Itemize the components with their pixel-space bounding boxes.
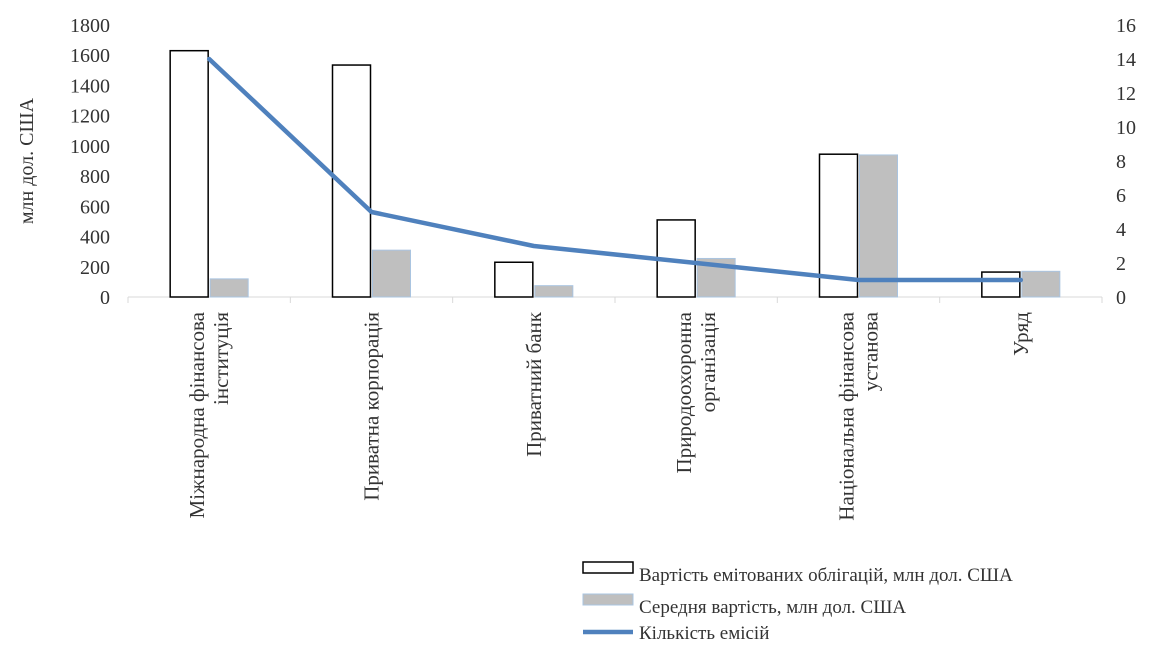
legend: Вартість емітованих облігацій, млн дол. … [582, 561, 1013, 644]
category-labels: Міжнародна фінансова інституція Приватна к… [185, 311, 1033, 520]
left-tick-label: 0 [100, 287, 110, 309]
category-label-line: Національна фінансова [835, 311, 859, 520]
left-tick-label: 1200 [70, 106, 110, 128]
axes [127, 296, 1103, 303]
bar-issued-value [981, 271, 1021, 298]
category-label: Міжнародна фінансова інституція [185, 311, 233, 518]
legend-label-average-value: Середня вартість, млн дол. США [639, 597, 906, 618]
legend-label-issue-count: Кількість емісій [639, 623, 769, 644]
bar-issued-value [818, 153, 859, 298]
bar-issued-value [494, 261, 534, 298]
bar-average-value [534, 285, 574, 298]
left-tick-label: 400 [80, 227, 110, 249]
right-tick-label: 6 [1116, 185, 1126, 207]
bars [169, 49, 1061, 298]
category-label: Національна фінансова установа [835, 311, 883, 520]
bar-average-value [209, 278, 249, 298]
bar-average-value [859, 154, 898, 298]
legend-label-issued-value: Вартість емітованих облігацій, млн дол. … [639, 565, 1013, 586]
right-tick-label: 16 [1116, 15, 1136, 37]
left-tick-label: 600 [80, 196, 110, 218]
tick-labels: 0 200 400 600 800 1000 1200 1400 1600 1800 0 2 4 6 8 10… [70, 15, 1136, 309]
right-tick-label: 4 [1116, 219, 1126, 241]
legend-item-average-value: Середня вартість, млн дол. США [582, 593, 906, 618]
right-tick-label: 2 [1116, 253, 1126, 275]
right-tick-label: 14 [1116, 49, 1136, 71]
right-tick-label: 8 [1116, 151, 1126, 173]
left-tick-label: 1800 [70, 15, 110, 37]
legend-item-issued-value: Вартість емітованих облігацій, млн дол. … [582, 561, 1013, 586]
legend-swatch-average-value [582, 593, 634, 606]
left-tick-label: 800 [80, 166, 110, 188]
legend-swatch-issued-value [582, 561, 634, 574]
category-label-line: Уряд [1009, 312, 1033, 356]
legend-item-issue-count: Кількість емісій [583, 623, 769, 644]
category-label-line: інституція [209, 312, 233, 405]
category-label: Приватна корпорація [360, 312, 384, 501]
bar-average-value [372, 249, 411, 298]
bar-issued-value [169, 49, 209, 298]
category-label: Уряд [1009, 312, 1033, 356]
category-label-line: Природоохоронна [672, 311, 696, 473]
left-tick-label: 200 [80, 257, 110, 279]
right-tick-label: 10 [1116, 117, 1136, 139]
left-tick-label: 1000 [70, 136, 110, 158]
category-label-line: Приватна корпорація [360, 312, 384, 501]
right-tick-label: 12 [1116, 83, 1136, 105]
category-label-line: Міжнародна фінансова [185, 311, 209, 518]
line-series [206, 56, 1024, 283]
category-label: Природоохоронна організація [672, 311, 720, 473]
category-label-line: Приватний банк [522, 311, 546, 457]
category-label-line: організація [696, 312, 720, 413]
line-issue-count [206, 56, 1024, 283]
category-label: Приватний банк [522, 311, 546, 457]
category-label-line: установа [859, 311, 883, 391]
right-tick-label: 0 [1116, 287, 1126, 309]
y-axis-label: млн дол. США [16, 97, 38, 224]
bar-average-value [1021, 270, 1061, 298]
left-tick-label: 1400 [70, 75, 110, 97]
left-tick-label: 1600 [70, 45, 110, 67]
